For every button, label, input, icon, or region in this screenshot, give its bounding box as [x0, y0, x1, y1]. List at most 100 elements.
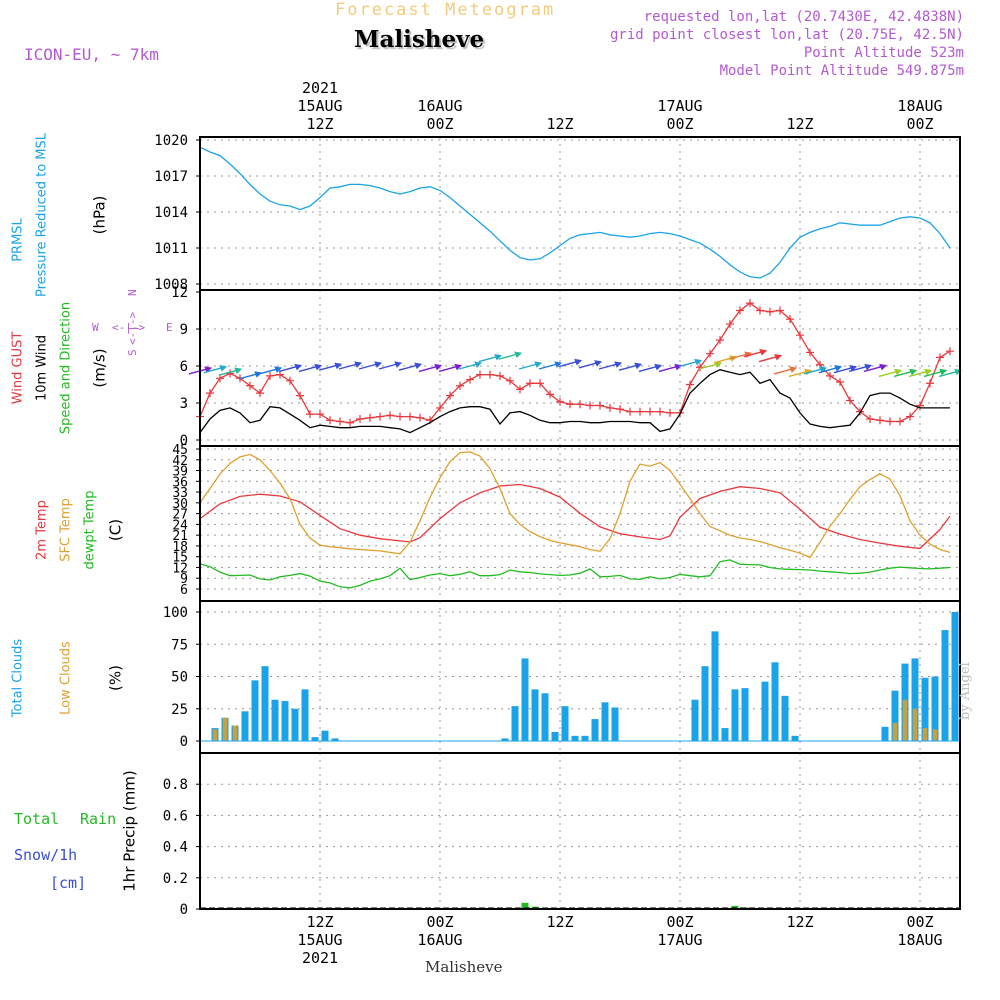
gust-marker [406, 412, 414, 421]
wind-arrowhead [204, 366, 213, 373]
gust-marker [686, 380, 694, 389]
top-time-label: 15AUG [297, 97, 342, 115]
wind-arrowhead [314, 363, 323, 371]
gust-marker [946, 347, 954, 356]
gust-marker [416, 413, 424, 422]
gust-marker [666, 408, 674, 417]
series-line [199, 369, 950, 434]
y-tick-label: 1017 [154, 169, 188, 185]
cloud-bar [932, 729, 938, 741]
gust-marker [256, 389, 264, 398]
y-tick-label: 36 [172, 475, 188, 490]
y-tick-label: 15 [172, 551, 188, 566]
gust-marker [656, 407, 664, 416]
y-tick-label: 6 [180, 359, 188, 375]
gust-marker [696, 363, 704, 372]
gust-marker [786, 315, 794, 324]
cloud-bar [791, 735, 799, 741]
cloud-bar [241, 711, 249, 741]
gust-marker [866, 415, 874, 424]
wind-arrowhead [254, 371, 263, 378]
gust-marker [366, 413, 374, 422]
axis-label: PRMSL [11, 217, 26, 261]
gust-marker [926, 379, 934, 388]
cloud-bar [581, 735, 589, 741]
cloud-bar [771, 662, 779, 741]
cloud-bar [881, 726, 889, 741]
cloud-bar [781, 695, 789, 741]
gust-marker [906, 412, 914, 421]
y-tick-label: 24 [172, 518, 188, 533]
bottom-time-label: 16AUG [417, 931, 462, 949]
y-tick-label: 50 [171, 670, 188, 686]
cloud-bar [541, 693, 549, 741]
y-tick-label: 0.6 [163, 808, 188, 824]
requested-coords: requested lon,lat (20.7430E, 42.4838N) [643, 9, 964, 25]
bottom-time-label: 00Z [426, 913, 453, 931]
compass-north: N [126, 289, 139, 296]
gust-marker [456, 381, 464, 390]
cloud-bar [912, 708, 918, 741]
cloud-bar [521, 658, 529, 741]
gust-marker [326, 416, 334, 425]
wind-arrowhead [694, 358, 703, 366]
y-tick-label: 27 [172, 508, 188, 523]
rain-bar [731, 905, 739, 909]
gust-marker [446, 391, 454, 400]
y-tick-label: 12 [172, 561, 188, 576]
cloud-bar [301, 689, 309, 741]
y-tick-label: 12 [171, 285, 188, 301]
axis-label: Wind GUST [11, 332, 26, 405]
cloud-bar [931, 676, 939, 741]
y-tick-label: 33 [172, 486, 188, 501]
gust-marker [586, 401, 594, 410]
gust-marker [746, 299, 754, 308]
axis-label: (m/s) [91, 348, 109, 387]
cloud-bar [281, 701, 289, 741]
precip-unit-label: [cm] [50, 874, 86, 892]
cloud-bar [911, 658, 919, 741]
axis-label: (%) [107, 665, 125, 691]
gust-marker [646, 407, 654, 416]
compass-east: E [166, 321, 173, 334]
watermark: by Angel [958, 662, 973, 720]
gust-marker [266, 371, 274, 380]
top-time-label: 18AUG [897, 97, 942, 115]
gust-marker [206, 389, 214, 398]
wind-arrowhead [594, 360, 603, 367]
gust-marker [526, 379, 534, 388]
cloud-bar [951, 612, 959, 741]
cloud-bar [232, 725, 238, 741]
panel-frame [199, 136, 961, 291]
cloud-bar [892, 722, 898, 741]
gust-marker [636, 407, 644, 416]
compass-arrow: <-|-> [112, 321, 145, 334]
top-time-label: 00Z [906, 115, 933, 133]
cloud-bar [761, 681, 769, 741]
wind-arrowhead [474, 361, 483, 368]
gust-marker [306, 410, 314, 419]
point-altitude: Point Altitude 523m [803, 45, 964, 61]
gust-marker [886, 417, 894, 426]
wind-arrowhead [374, 361, 383, 368]
cloud-bar [922, 728, 928, 741]
gust-marker [626, 407, 634, 416]
wind-arrowhead [219, 365, 228, 372]
axis-label: Total Clouds [11, 639, 26, 719]
wind-arrowhead [879, 363, 888, 371]
y-tick-label: 1008 [154, 277, 188, 293]
pressure-panel: 1008 1011 1014 1017 1020 PRMSL Pressure Reduce… [11, 132, 961, 297]
y-tick-label: 3 [180, 396, 188, 412]
y-tick-label: 30 [172, 497, 188, 512]
location-title: Malisheve [354, 26, 485, 53]
gust-marker [576, 400, 584, 409]
gust-marker [796, 331, 804, 340]
panel-frame [199, 752, 961, 910]
y-tick-label: 6 [180, 583, 188, 598]
wind-arrowhead [294, 363, 303, 371]
axis-label: Pressure Reduced to MSL [35, 132, 50, 297]
gust-marker [436, 403, 444, 412]
gust-marker [496, 371, 504, 380]
gust-marker [556, 397, 564, 406]
